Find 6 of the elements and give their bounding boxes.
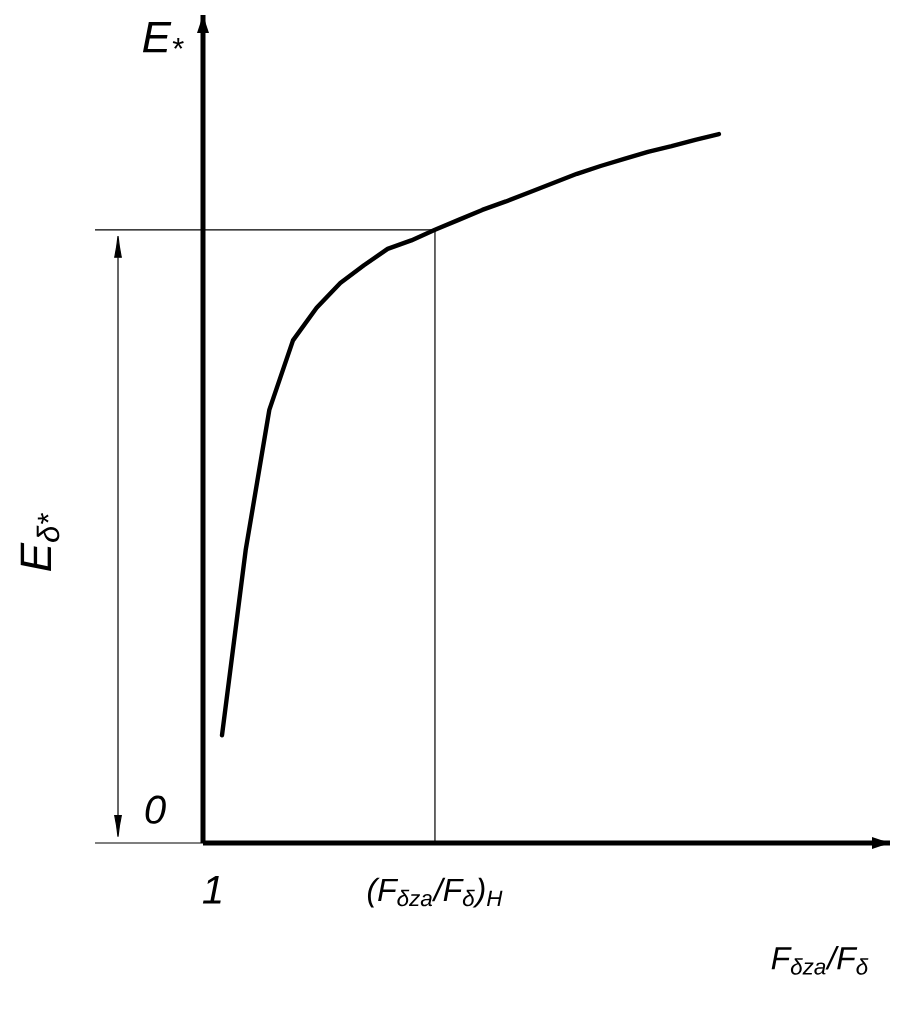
ref-line-label: E$_{δ*}$ (20, 512, 60, 571)
x-axis-title: F$_{δza}$/F$_{δ}$ (771, 946, 869, 975)
text: 1 (202, 876, 221, 904)
y-axis-title: E$_{*}$ (142, 22, 184, 53)
text: (F$_{δza}$/F$_{δ}$)$_{Н}$ (367, 877, 503, 908)
text: 0 (145, 795, 166, 824)
